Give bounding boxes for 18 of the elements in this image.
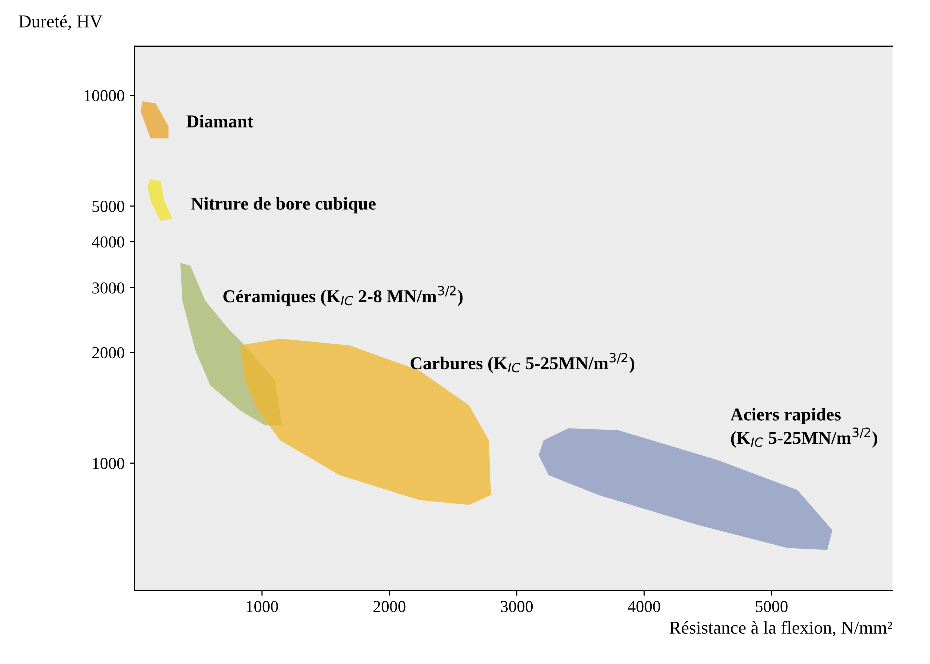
- x-tick-label: 2000: [374, 601, 406, 612]
- y-tick-label: 10000: [84, 90, 124, 102]
- annotation: Diamant: [186, 115, 254, 128]
- annotation: Céramiques (K$_{IC}$ 2-8 MN/m$^{3/2}$): [224, 286, 463, 306]
- y-tick-label: 4000: [92, 236, 124, 248]
- y-axis-title: Dureté, HV: [19, 15, 103, 30]
- y-tick-label: 2000: [92, 347, 124, 359]
- y-tick-label: 3000: [92, 282, 124, 294]
- annotation: Aciers rapides (K$_{IC}$ 5-25MN/m$^{3/2}$): [730, 408, 878, 448]
- annotation: Nitrure de bore cubique: [191, 197, 376, 214]
- annotation: Carbures (K$_{IC}$ 5-25MN/m$^{3/2}$): [410, 353, 635, 374]
- x-tick-label: 5000: [756, 601, 788, 612]
- x-tick-label: 1000: [247, 601, 278, 612]
- y-tick-label: 1000: [93, 458, 124, 470]
- y-tick-label: 5000: [92, 201, 124, 212]
- x-tick-label: 3000: [501, 601, 534, 612]
- x-tick-label: 4000: [628, 601, 660, 612]
- x-axis-title: Résistance à la flexion, N/mm²: [670, 621, 892, 637]
